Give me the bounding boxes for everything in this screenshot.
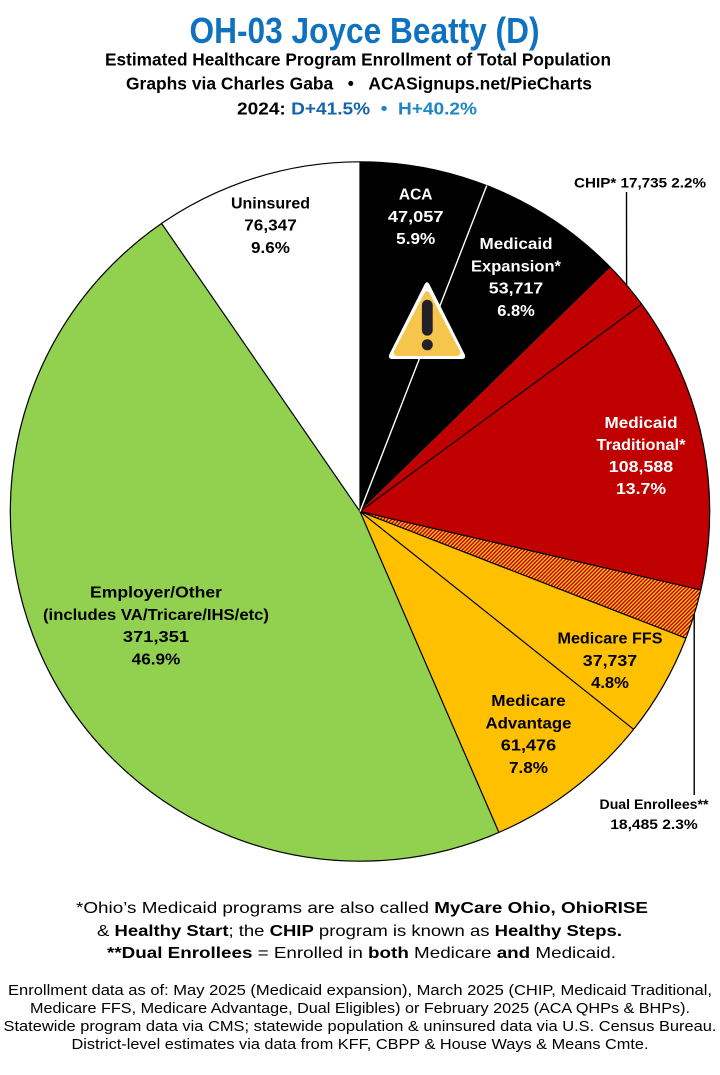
svg-text:Medicare FFS: Medicare FFS <box>558 631 663 648</box>
svg-text:371,351: 371,351 <box>123 629 189 646</box>
svg-text:& Healthy Start; the CHIP prog: & Healthy Start; the CHIP program is kno… <box>97 923 622 940</box>
svg-text:**Dual Enrollees = Enrolled in: **Dual Enrollees = Enrolled in both Medi… <box>107 945 616 962</box>
svg-text:47,057: 47,057 <box>388 209 444 226</box>
svg-text:*Ohio’s Medicaid programs are: *Ohio’s Medicaid programs are also calle… <box>76 900 648 917</box>
svg-text:CHIP* 17,735 2.2%: CHIP* 17,735 2.2% <box>574 175 707 191</box>
svg-text:46.9%: 46.9% <box>132 652 181 669</box>
svg-text:ACA: ACA <box>399 187 433 204</box>
svg-text:Advantage: Advantage <box>486 715 572 732</box>
svg-text:Dual Enrollees**: Dual Enrollees** <box>600 796 710 812</box>
svg-text:13.7%: 13.7% <box>616 481 666 498</box>
svg-text:Uninsured: Uninsured <box>231 195 310 212</box>
svg-text:Graphs via Charles Gaba •: Graphs via Charles Gaba • ACASignups.net… <box>126 74 592 94</box>
svg-text:(includes VA/Tricare/IHS/etc): (includes VA/Tricare/IHS/etc) <box>43 607 269 624</box>
svg-text:7.8%: 7.8% <box>509 760 548 777</box>
svg-text:Enrollment data as of: May 202: Enrollment data as of: May 2025 (Medicai… <box>8 982 712 999</box>
svg-text:Employer/Other: Employer/Other <box>90 585 222 602</box>
svg-text:Medicaid: Medicaid <box>605 415 678 432</box>
svg-text:Medicare: Medicare <box>491 693 566 710</box>
svg-text:4.8%: 4.8% <box>591 675 629 692</box>
svg-text:Estimated Healthcare Program E: Estimated Healthcare Program Enrollment … <box>105 50 611 70</box>
svg-text:18,485 2.3%: 18,485 2.3% <box>610 816 698 832</box>
svg-text:Expansion*: Expansion* <box>471 258 562 275</box>
svg-text:9.6%: 9.6% <box>251 240 290 257</box>
svg-text:Statewide program data via CMS: Statewide program data via CMS; statewid… <box>4 1018 717 1035</box>
svg-text:5.9%: 5.9% <box>396 231 435 248</box>
svg-text:2024: D+41.5% • H+40.2%: 2024: D+41.5% • H+40.2% <box>237 99 477 119</box>
svg-text:OH-03 Joyce Beatty (D): OH-03 Joyce Beatty (D) <box>190 10 540 51</box>
svg-text:61,476: 61,476 <box>501 738 557 755</box>
svg-text:76,347: 76,347 <box>244 218 297 235</box>
svg-text:District-level estimates via d: District-level estimates via data from K… <box>72 1036 649 1053</box>
svg-text:53,717: 53,717 <box>489 281 544 298</box>
svg-text:6.8%: 6.8% <box>497 303 535 320</box>
svg-text:37,737: 37,737 <box>583 653 638 670</box>
svg-text:Traditional*: Traditional* <box>597 437 687 454</box>
svg-text:Medicare FFS, Medicare Advanta: Medicare FFS, Medicare Advantage, Dual E… <box>30 1000 690 1017</box>
svg-text:Medicaid: Medicaid <box>480 236 553 253</box>
svg-text:108,588: 108,588 <box>609 459 674 476</box>
